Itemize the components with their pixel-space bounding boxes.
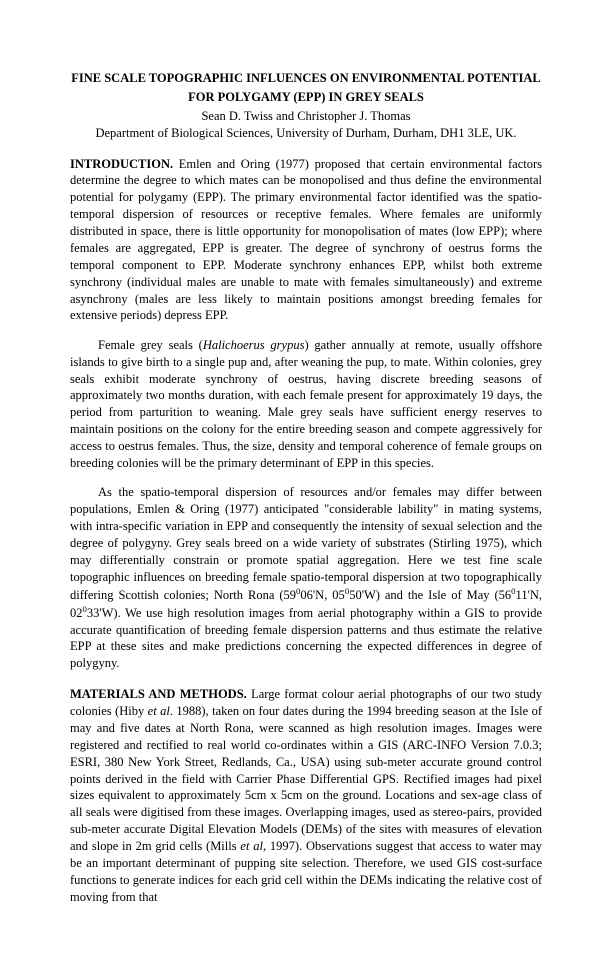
intro-paragraph-3: As the spatio-temporal dispersion of res… (70, 484, 542, 672)
intro-heading: INTRODUCTION. (70, 157, 173, 171)
mm-p1b: . 1988), taken on four dates during the … (70, 704, 542, 853)
introduction-section: INTRODUCTION. Emlen and Oring (1977) pro… (70, 156, 542, 673)
paper-title-line2: FOR POLYGAMY (EPP) IN GREY SEALS (70, 89, 542, 106)
intro-p3b: 06'N, 05 (300, 588, 344, 602)
intro-p3a: As the spatio-temporal dispersion of res… (70, 485, 542, 601)
paper-title-line1: FINE SCALE TOPOGRAPHIC INFLUENCES ON ENV… (70, 70, 542, 87)
mm-heading: MATERIALS AND METHODS. (70, 687, 247, 701)
species-name: Halichoerus grypus (203, 338, 305, 352)
authors-line: Sean D. Twiss and Christopher J. Thomas (70, 108, 542, 125)
intro-p2b: ) gather annually at remote, usually off… (70, 338, 542, 470)
intro-paragraph-2: Female grey seals (Halichoerus grypus) g… (70, 337, 542, 472)
mm-paragraph-1: MATERIALS AND METHODS. Large format colo… (70, 686, 542, 905)
page: FINE SCALE TOPOGRAPHIC INFLUENCES ON ENV… (0, 0, 612, 970)
intro-p3e: 33'W). We use high resolution images fro… (70, 606, 542, 671)
intro-p2a: Female grey seals ( (98, 338, 203, 352)
intro-paragraph-1: INTRODUCTION. Emlen and Oring (1977) pro… (70, 156, 542, 325)
intro-p1-text: Emlen and Oring (1977) proposed that cer… (70, 157, 542, 323)
et-al-1: et al (148, 704, 170, 718)
materials-methods-section: MATERIALS AND METHODS. Large format colo… (70, 686, 542, 905)
intro-p3c: 50'W) and the Isle of May (56 (349, 588, 511, 602)
affiliation-line: Department of Biological Sciences, Unive… (70, 125, 542, 142)
et-al-2: et al (240, 839, 263, 853)
